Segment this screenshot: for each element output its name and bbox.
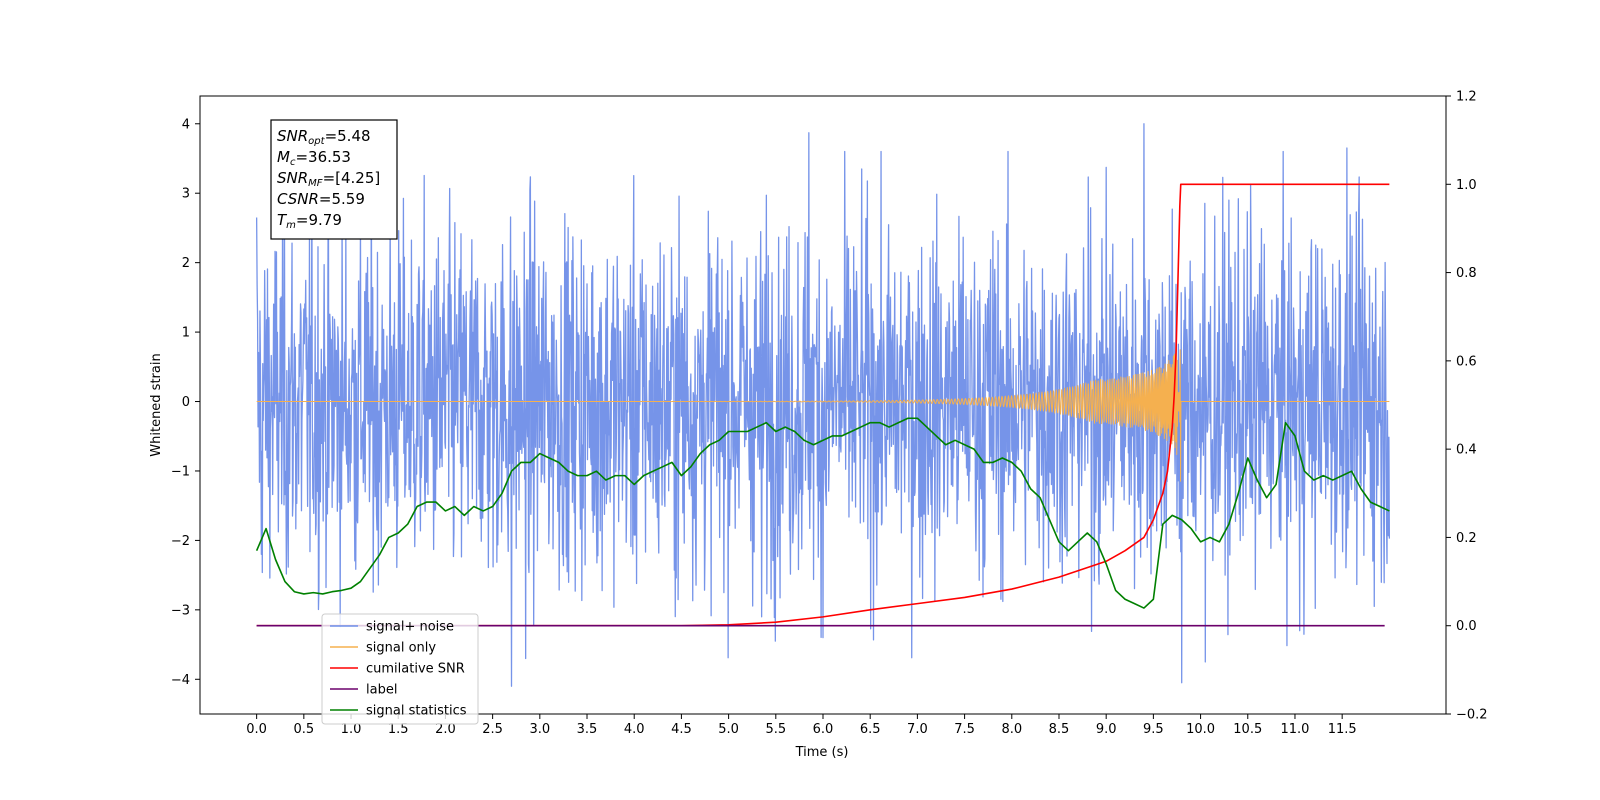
stats-subscript: c — [290, 157, 296, 168]
y-tick-label: −1 — [171, 464, 190, 479]
stats-value: =36.53 — [295, 148, 351, 166]
stats-value: =5.48 — [325, 127, 371, 145]
y2-tick-label: 0.6 — [1456, 354, 1477, 369]
series-line-signal-statistics — [255, 417, 1390, 609]
x-tick-label: 3.0 — [529, 722, 550, 737]
stats-value: =[4.25] — [323, 169, 381, 187]
x-tick-label: 6.5 — [860, 722, 881, 737]
stats-symbol: T — [277, 211, 288, 229]
legend-label-cumilative-snr: cumilative SNR — [366, 662, 465, 677]
y2-tick-label: 0.8 — [1456, 266, 1477, 281]
y2-tick-label: 1.0 — [1456, 178, 1477, 193]
x-tick-label: 9.5 — [1143, 722, 1164, 737]
legend-label-label: label — [366, 683, 397, 698]
stats-symbol: SNR — [277, 169, 308, 187]
x-tick-label: 7.5 — [954, 722, 975, 737]
x-tick-label: 2.5 — [482, 722, 503, 737]
stats-box-text: SNRopt=5.48 Mc=36.53 SNRMF=[4.25] CSNR=5.59… — [277, 127, 380, 231]
y-tick-label: −4 — [171, 673, 190, 688]
legend: signal+ noise signal only cumilative SNR la… — [321, 613, 479, 725]
y-tick-label: 0 — [182, 395, 190, 410]
y-tick-label: 1 — [182, 326, 190, 341]
x-axis-label: Time (s) — [795, 745, 849, 760]
stats-subscript: m — [286, 220, 296, 231]
x-tick-label: 11.5 — [1328, 722, 1357, 737]
y2-tick-label: 1.2 — [1456, 90, 1477, 105]
x-tick-label: 4.5 — [671, 722, 692, 737]
x-tick-label: 10.0 — [1186, 722, 1215, 737]
x-tick-label: 10.5 — [1233, 722, 1262, 737]
x-tick-label: 0.0 — [246, 722, 267, 737]
x-tick-label: 11.0 — [1280, 722, 1309, 737]
y-axis-label: Whitened strain — [149, 353, 164, 456]
y-tick-label: 4 — [182, 117, 190, 132]
x-tick-label: 0.5 — [293, 722, 314, 737]
x-tick-label: 3.5 — [577, 722, 598, 737]
x-tick-label: 5.0 — [718, 722, 739, 737]
stats-box-frame — [270, 119, 398, 240]
x-tick-label: 5.5 — [765, 722, 786, 737]
y-tick-label: 3 — [182, 187, 190, 202]
y-tick-label: −3 — [171, 603, 190, 618]
stats-symbol: SNR — [277, 127, 308, 145]
stats-subscript: MF — [308, 178, 323, 189]
x-tick-label: 7.0 — [907, 722, 928, 737]
legend-frame — [321, 613, 479, 725]
x-tick-label: 9.0 — [1096, 722, 1117, 737]
x-tick-label: 2.0 — [435, 722, 456, 737]
stats-symbol: M — [277, 148, 290, 166]
stats-box: SNRopt=5.48 Mc=36.53 SNRMF=[4.25] CSNR=5.59… — [270, 119, 398, 240]
y-tick-label: −2 — [171, 534, 190, 549]
x-axis: 0.0 0.5 1.0 1.5 2.0 2.5 3.0 3.5 4.0 4.5 5.0 5.5 6.0 6… — [246, 714, 1357, 737]
y2-tick-label: 0.4 — [1456, 443, 1477, 458]
x-tick-label: 1.5 — [388, 722, 409, 737]
stats-value: =9.79 — [296, 211, 342, 229]
x-tick-label: 4.0 — [624, 722, 645, 737]
x-tick-label: 1.0 — [341, 722, 362, 737]
y-axis-right: −0.2 0.0 0.2 0.4 0.6 0.8 1.0 1.2 — [1446, 90, 1488, 723]
stats-value: =5.59 — [319, 190, 365, 208]
y2-tick-label: 0.2 — [1456, 531, 1477, 546]
legend-label-signal-only: signal only — [366, 641, 436, 656]
x-tick-label: 6.0 — [813, 722, 834, 737]
stats-subscript: opt — [308, 136, 325, 147]
legend-label-signal-statistics: signal statistics — [366, 704, 467, 719]
x-tick-label: 8.0 — [1001, 722, 1022, 737]
y-tick-label: 2 — [182, 256, 190, 271]
y2-tick-label: 0.0 — [1456, 619, 1477, 634]
legend-label-signal-noise: signal+ noise — [366, 620, 454, 635]
x-tick-label: 8.5 — [1049, 722, 1070, 737]
y2-tick-label: −0.2 — [1456, 708, 1488, 723]
series-line-cumilative-snr — [256, 183, 1390, 627]
series-line-signal-only — [256, 346, 1390, 482]
stats-symbol: CSNR — [277, 190, 319, 208]
series-line-signal-noise — [255, 123, 1391, 687]
y-axis-left: −4 −3 −2 −1 0 1 2 3 4 — [171, 117, 200, 688]
